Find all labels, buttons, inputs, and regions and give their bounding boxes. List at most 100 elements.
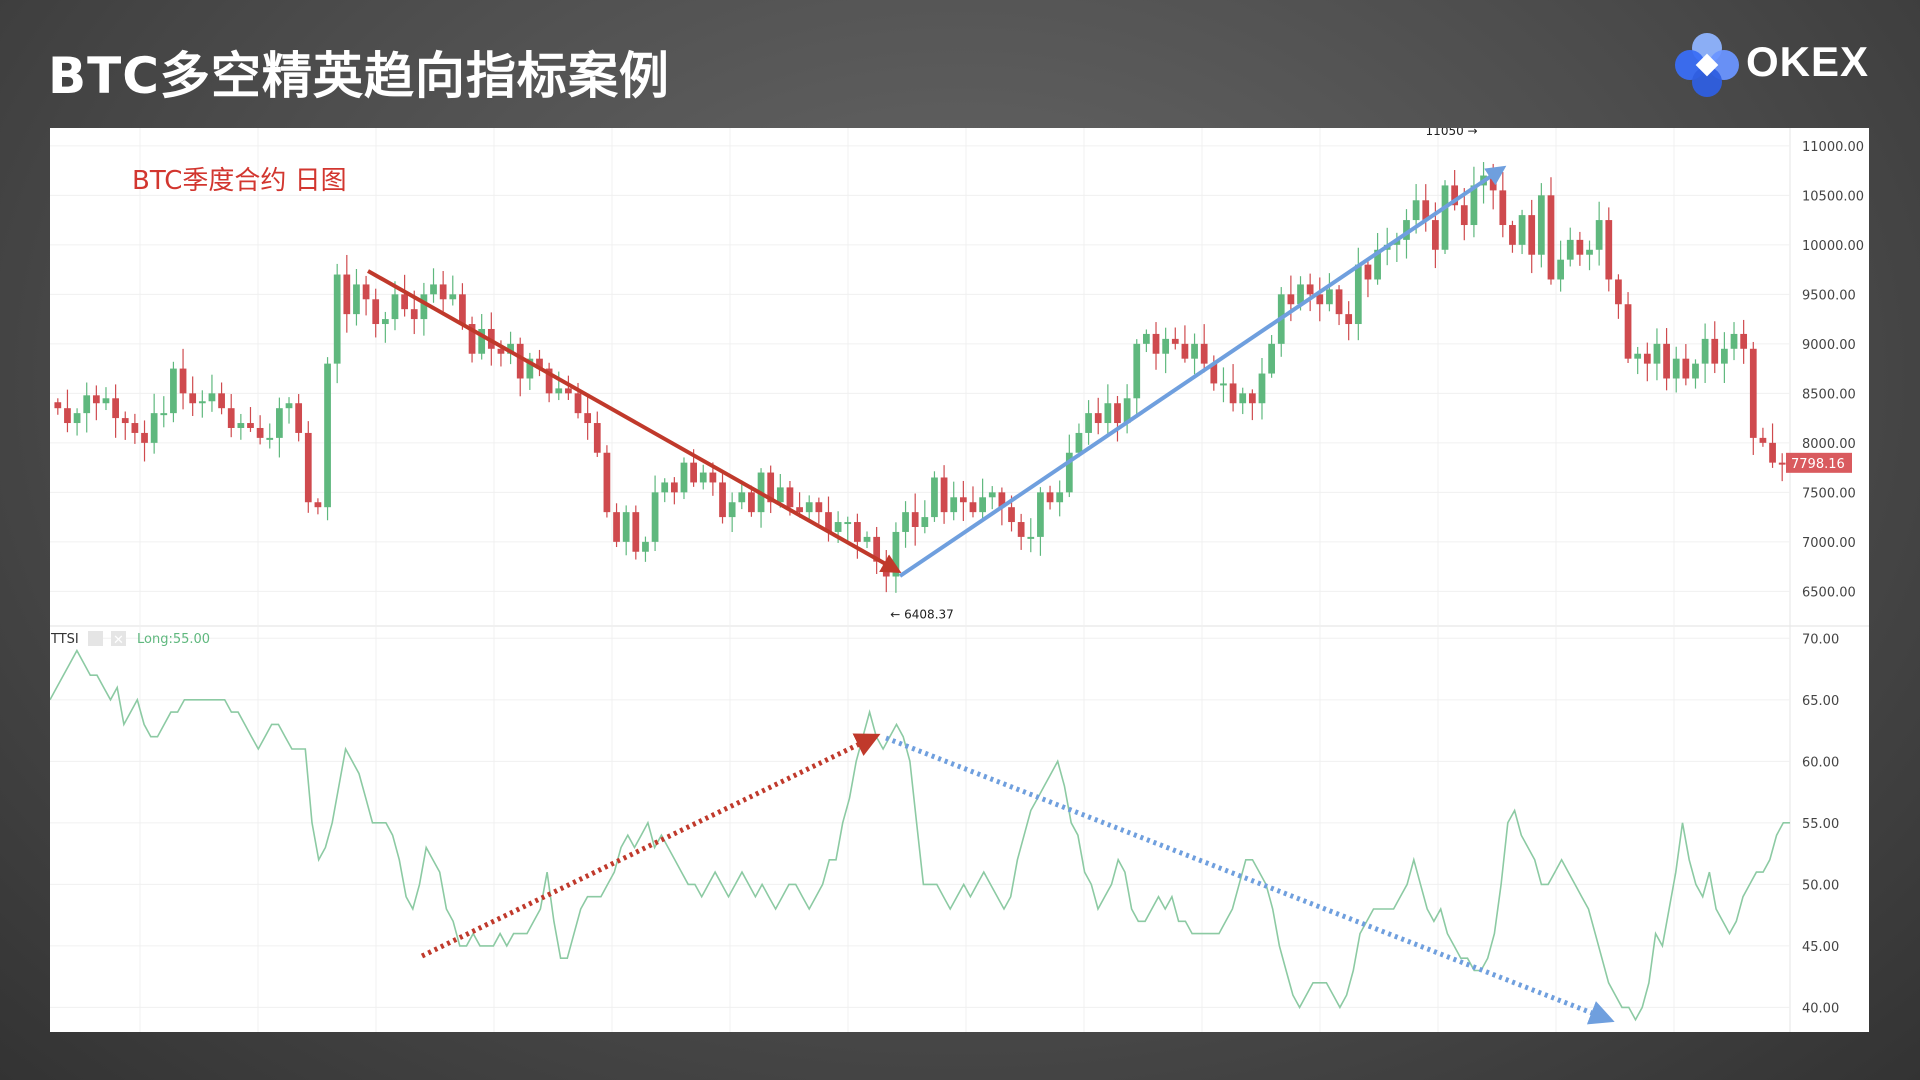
candle	[73, 413, 81, 424]
candle	[247, 423, 254, 428]
candle	[1085, 413, 1092, 433]
price-tick-label: 8500.00	[1802, 387, 1856, 402]
candle	[1316, 294, 1324, 305]
candle	[690, 462, 697, 483]
price-tick-label: 11000.00	[1802, 140, 1864, 155]
candle	[699, 472, 707, 483]
candle	[256, 427, 264, 438]
candle	[815, 502, 823, 513]
candle	[439, 284, 447, 300]
candle	[64, 408, 71, 424]
candle	[1268, 343, 1275, 374]
candle	[1287, 294, 1295, 305]
candle	[92, 395, 100, 404]
candle	[1114, 403, 1121, 424]
candle	[1094, 413, 1102, 424]
candle	[1248, 393, 1256, 404]
candle	[1749, 348, 1757, 438]
candle	[979, 497, 986, 513]
candle	[1239, 393, 1247, 404]
chart-annotation: BTC季度合约 日图	[132, 166, 347, 196]
candle	[333, 274, 341, 364]
candle	[1528, 215, 1536, 255]
candle	[1672, 358, 1680, 379]
candle	[1460, 205, 1468, 226]
candle	[632, 512, 640, 552]
candle	[931, 477, 938, 518]
candle	[1759, 437, 1767, 443]
candle	[478, 328, 486, 354]
candle	[738, 492, 746, 503]
candle	[728, 502, 736, 518]
price-tick-label: 10000.00	[1802, 239, 1864, 254]
candle	[1653, 343, 1661, 364]
candle	[1056, 492, 1064, 503]
candle	[902, 512, 909, 532]
price-tick-label: 9000.00	[1802, 338, 1856, 353]
candle	[1624, 304, 1632, 359]
candle	[1663, 343, 1670, 379]
candle	[516, 343, 524, 379]
price-tick-label: 8000.00	[1802, 437, 1856, 452]
candle	[141, 432, 148, 443]
price-tick-label: 6500.00	[1802, 585, 1856, 600]
price-tick-label: 7500.00	[1802, 486, 1856, 501]
candle	[1046, 492, 1054, 503]
ttsi-tick-label: 45.00	[1802, 940, 1839, 955]
candle	[844, 522, 852, 525]
candle	[1200, 343, 1208, 364]
candle	[526, 358, 534, 379]
candle	[266, 437, 274, 440]
candle	[1518, 215, 1526, 245]
low-price-label: ← 6408.37	[890, 607, 954, 621]
candle	[304, 432, 312, 503]
candle	[179, 368, 187, 394]
candle	[892, 531, 900, 577]
candle	[825, 512, 832, 532]
candle	[324, 363, 331, 508]
candle	[372, 299, 380, 325]
price-axis: 11000.00 10500.00 10000.00 9500.00 9000.00 85…	[1802, 140, 1864, 1017]
page-title: BTC多空精英趋向指标案例	[48, 47, 670, 105]
candle	[1171, 338, 1179, 344]
candle	[1537, 195, 1545, 255]
candle	[1065, 452, 1073, 493]
candle	[420, 294, 428, 320]
candle	[796, 507, 803, 513]
candle	[1008, 507, 1015, 523]
candle	[1104, 403, 1112, 424]
candle	[1576, 239, 1584, 255]
candle	[545, 368, 553, 394]
chart-svg[interactable]: 11000.00 10500.00 10000.00 9500.00 9000.00 85…	[49, 124, 1869, 1032]
candle	[1326, 289, 1333, 305]
candle	[1393, 239, 1401, 245]
candle	[873, 536, 881, 562]
candle	[555, 388, 563, 394]
indicator-close-icon[interactable]	[111, 631, 126, 646]
candle	[1595, 220, 1603, 250]
candle	[1605, 220, 1613, 280]
candle	[121, 418, 129, 424]
candle	[709, 472, 717, 483]
candle	[1354, 264, 1362, 325]
candle	[1403, 220, 1410, 240]
candle	[1258, 373, 1266, 404]
high-price-label: 11050 →	[1426, 128, 1478, 138]
candle	[661, 482, 669, 493]
indicator-settings-icon[interactable]	[88, 631, 103, 646]
candle	[459, 294, 466, 325]
candle	[1451, 185, 1459, 206]
candle	[54, 402, 62, 409]
candle	[362, 284, 370, 300]
price-up-trend-arrow	[898, 165, 1507, 578]
price-down-trend-arrow	[367, 269, 902, 573]
candle	[343, 274, 351, 315]
candle	[834, 522, 842, 532]
last-price-tag: 7798.16	[1786, 452, 1852, 473]
candle	[507, 343, 514, 354]
candle	[940, 477, 948, 513]
candle	[565, 388, 572, 394]
candle	[603, 452, 611, 513]
candle	[1432, 220, 1439, 250]
candle	[1335, 289, 1343, 315]
